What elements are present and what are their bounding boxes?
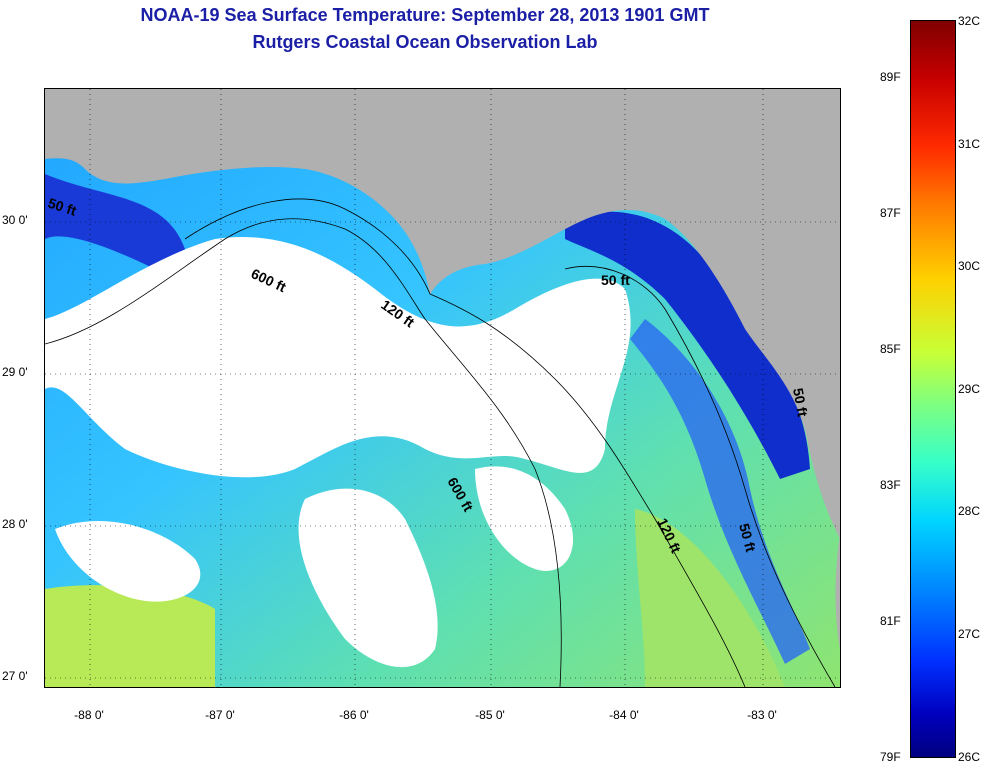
lat-label: 29 0' [2, 365, 28, 379]
colorbar-celsius-label: 26C [958, 750, 981, 764]
colorbar-fahrenheit-label: 89F [880, 70, 901, 84]
map-title: NOAA-19 Sea Surface Temperature: Septemb… [140, 5, 710, 25]
lon-label: -86 0' [339, 708, 369, 722]
colorbar-fahrenheit-label: 85F [880, 342, 901, 356]
land-mass [45, 89, 840, 539]
cloud-cover-south [298, 488, 438, 668]
contour-label: 50 ft [601, 272, 630, 288]
contour-label: 50 ft [736, 522, 759, 554]
warm-water-sw [45, 585, 215, 687]
lon-label: -84 0' [609, 708, 639, 722]
cloud-cover-sw [55, 520, 201, 602]
colorbar-celsius-label: 31C [958, 137, 981, 151]
lat-label: 30 0' [2, 213, 28, 227]
isobath-120ft [184, 198, 746, 687]
land-mass-south [835, 534, 840, 649]
sst-map-canvas: 50 ft 600 ft 120 ft 50 ft 600 ft 120 ft … [45, 89, 840, 687]
colorbar-celsius-label: 32C [958, 14, 981, 28]
isobath-50ft [564, 266, 836, 687]
colorbar-fahrenheit-label: 83F [880, 478, 901, 492]
warm-water-se [635, 509, 785, 687]
lon-label: -87 0' [205, 708, 235, 722]
cloud-cover-central [45, 237, 631, 478]
lat-label: 28 0' [2, 517, 28, 531]
lon-label: -83 0' [747, 708, 777, 722]
cold-water-west [45, 174, 185, 274]
isobath-600ft [45, 218, 562, 687]
colorbar-fahrenheit-label: 81F [880, 614, 901, 628]
cold-water-east [565, 211, 810, 479]
lat-label: 27 0' [2, 669, 28, 683]
blue-band-east [630, 319, 810, 664]
colorbar-celsius-label: 27C [958, 627, 981, 641]
colorbar-celsius-label: 29C [958, 382, 981, 396]
map-subtitle: Rutgers Coastal Ocean Observation Lab [252, 32, 598, 52]
colorbar-celsius-label: 30C [958, 259, 981, 273]
lon-label: -88 0' [74, 708, 104, 722]
contour-label: 50 ft [790, 387, 811, 418]
temperature-colorbar [910, 20, 956, 758]
colorbar-fahrenheit-label: 87F [880, 206, 901, 220]
lon-label: -85 0' [475, 708, 505, 722]
colorbar-celsius-label: 28C [958, 504, 981, 518]
sst-map: 50 ft 600 ft 120 ft 50 ft 600 ft 120 ft … [44, 88, 841, 688]
colorbar-fahrenheit-label: 79F [880, 750, 901, 764]
cloud-cover-mid [475, 466, 574, 571]
